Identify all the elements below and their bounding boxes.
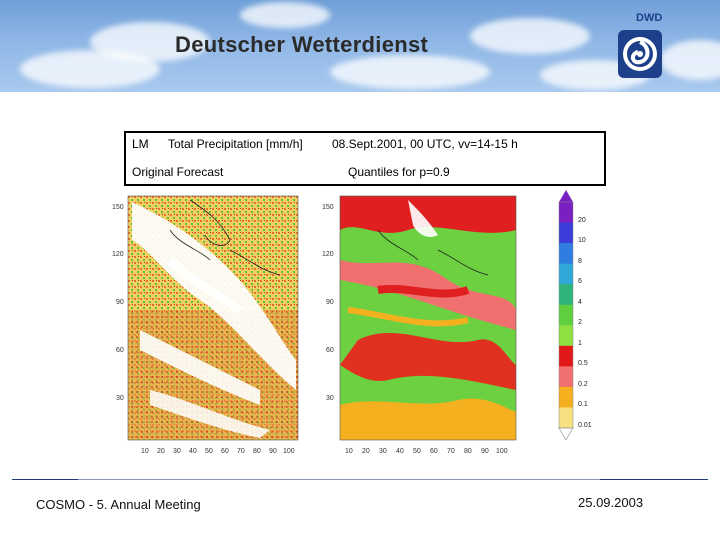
date-label: 08.Sept.2001, 00 UTC, vv=14-15 h <box>332 137 518 151</box>
colorbar-segment <box>559 304 573 326</box>
x-tick: 90 <box>269 448 277 455</box>
colorbar-segment <box>559 325 573 347</box>
colorbar-label: 0.1 <box>578 401 588 409</box>
x-tick: 80 <box>464 448 472 455</box>
y-tick: 150 <box>322 204 334 211</box>
original-forecast-plot <box>127 195 299 441</box>
colorbar: 20 10 8 6 4 2 1 0.5 0.2 0.1 0.01 <box>556 190 606 440</box>
y-tick: 60 <box>116 347 124 354</box>
colorbar-segment <box>559 222 573 244</box>
colorbar-label: 10 <box>578 237 586 245</box>
y-tick: 120 <box>112 251 124 258</box>
page-title: Deutscher Wetterdienst <box>175 32 429 57</box>
variable-label: Total Precipitation [mm/h] <box>168 137 303 151</box>
x-tick: 30 <box>173 448 181 455</box>
info-box: LM Total Precipitation [mm/h] 08.Sept.20… <box>124 131 606 186</box>
original-forecast-map: 150 120 90 60 30 10 20 30 40 50 60 70 80… <box>110 190 310 462</box>
colorbar-label: 0.01 <box>578 422 592 429</box>
header-banner: Deutscher Wetterdienst DWD <box>0 0 720 92</box>
footer-divider-mid <box>78 479 600 480</box>
footer-divider-right <box>600 479 708 480</box>
colorbar-segment <box>559 407 573 429</box>
x-tick: 100 <box>496 448 508 455</box>
colorbar-bar <box>558 190 574 440</box>
colorbar-label: 4 <box>578 298 582 306</box>
x-tick: 20 <box>157 448 165 455</box>
dwd-swirl-logo-icon <box>618 30 662 78</box>
y-tick: 90 <box>326 299 334 306</box>
x-tick: 70 <box>237 448 245 455</box>
meeting-label: COSMO - 5. Annual Meeting <box>36 497 201 512</box>
x-tick: 30 <box>379 448 387 455</box>
x-tick: 70 <box>447 448 455 455</box>
colorbar-bottom-arrow <box>558 427 574 440</box>
x-tick: 10 <box>345 448 353 455</box>
colorbar-segment <box>559 345 573 367</box>
colorbar-top-arrow <box>559 190 573 202</box>
colorbar-label: 6 <box>578 278 582 286</box>
colorbar-segment <box>559 263 573 285</box>
quantiles-plot <box>339 195 517 441</box>
colorbar-label: 2 <box>578 319 582 327</box>
y-tick: 90 <box>116 299 124 306</box>
y-tick: 60 <box>326 347 334 354</box>
y-tick: 120 <box>322 251 334 258</box>
quantiles-map: 150 120 90 60 30 10 20 30 40 50 60 70 80… <box>318 190 523 462</box>
footer-date: 25.09.2003 <box>578 495 644 510</box>
colorbar-segment <box>559 243 573 265</box>
y-tick: 30 <box>326 395 334 402</box>
x-tick: 10 <box>141 448 149 455</box>
x-tick: 40 <box>189 448 197 455</box>
colorbar-label: 8 <box>578 257 582 265</box>
model-label: LM <box>132 137 149 151</box>
x-tick: 40 <box>396 448 404 455</box>
x-tick: 20 <box>362 448 370 455</box>
colorbar-segment <box>559 202 573 224</box>
y-tick: 150 <box>112 204 124 211</box>
x-tick: 80 <box>253 448 261 455</box>
x-tick: 100 <box>283 448 295 455</box>
colorbar-label: 0.2 <box>578 380 588 388</box>
colorbar-segment <box>559 386 573 408</box>
colorbar-label: 0.5 <box>578 360 588 368</box>
colorbar-segment <box>559 284 573 306</box>
x-tick: 90 <box>481 448 489 455</box>
colorbar-segment <box>559 366 573 388</box>
x-tick: 60 <box>221 448 229 455</box>
left-caption: Original Forecast <box>132 165 224 179</box>
colorbar-label: 20 <box>578 216 586 224</box>
x-tick: 50 <box>205 448 213 455</box>
colorbar-label: 1 <box>578 339 582 347</box>
right-caption: Quantiles for p=0.9 <box>348 165 450 179</box>
x-tick: 60 <box>430 448 438 455</box>
y-tick: 30 <box>116 395 124 402</box>
logo-text: DWD <box>636 12 663 24</box>
x-tick: 50 <box>413 448 421 455</box>
footer-divider-left <box>12 479 78 480</box>
